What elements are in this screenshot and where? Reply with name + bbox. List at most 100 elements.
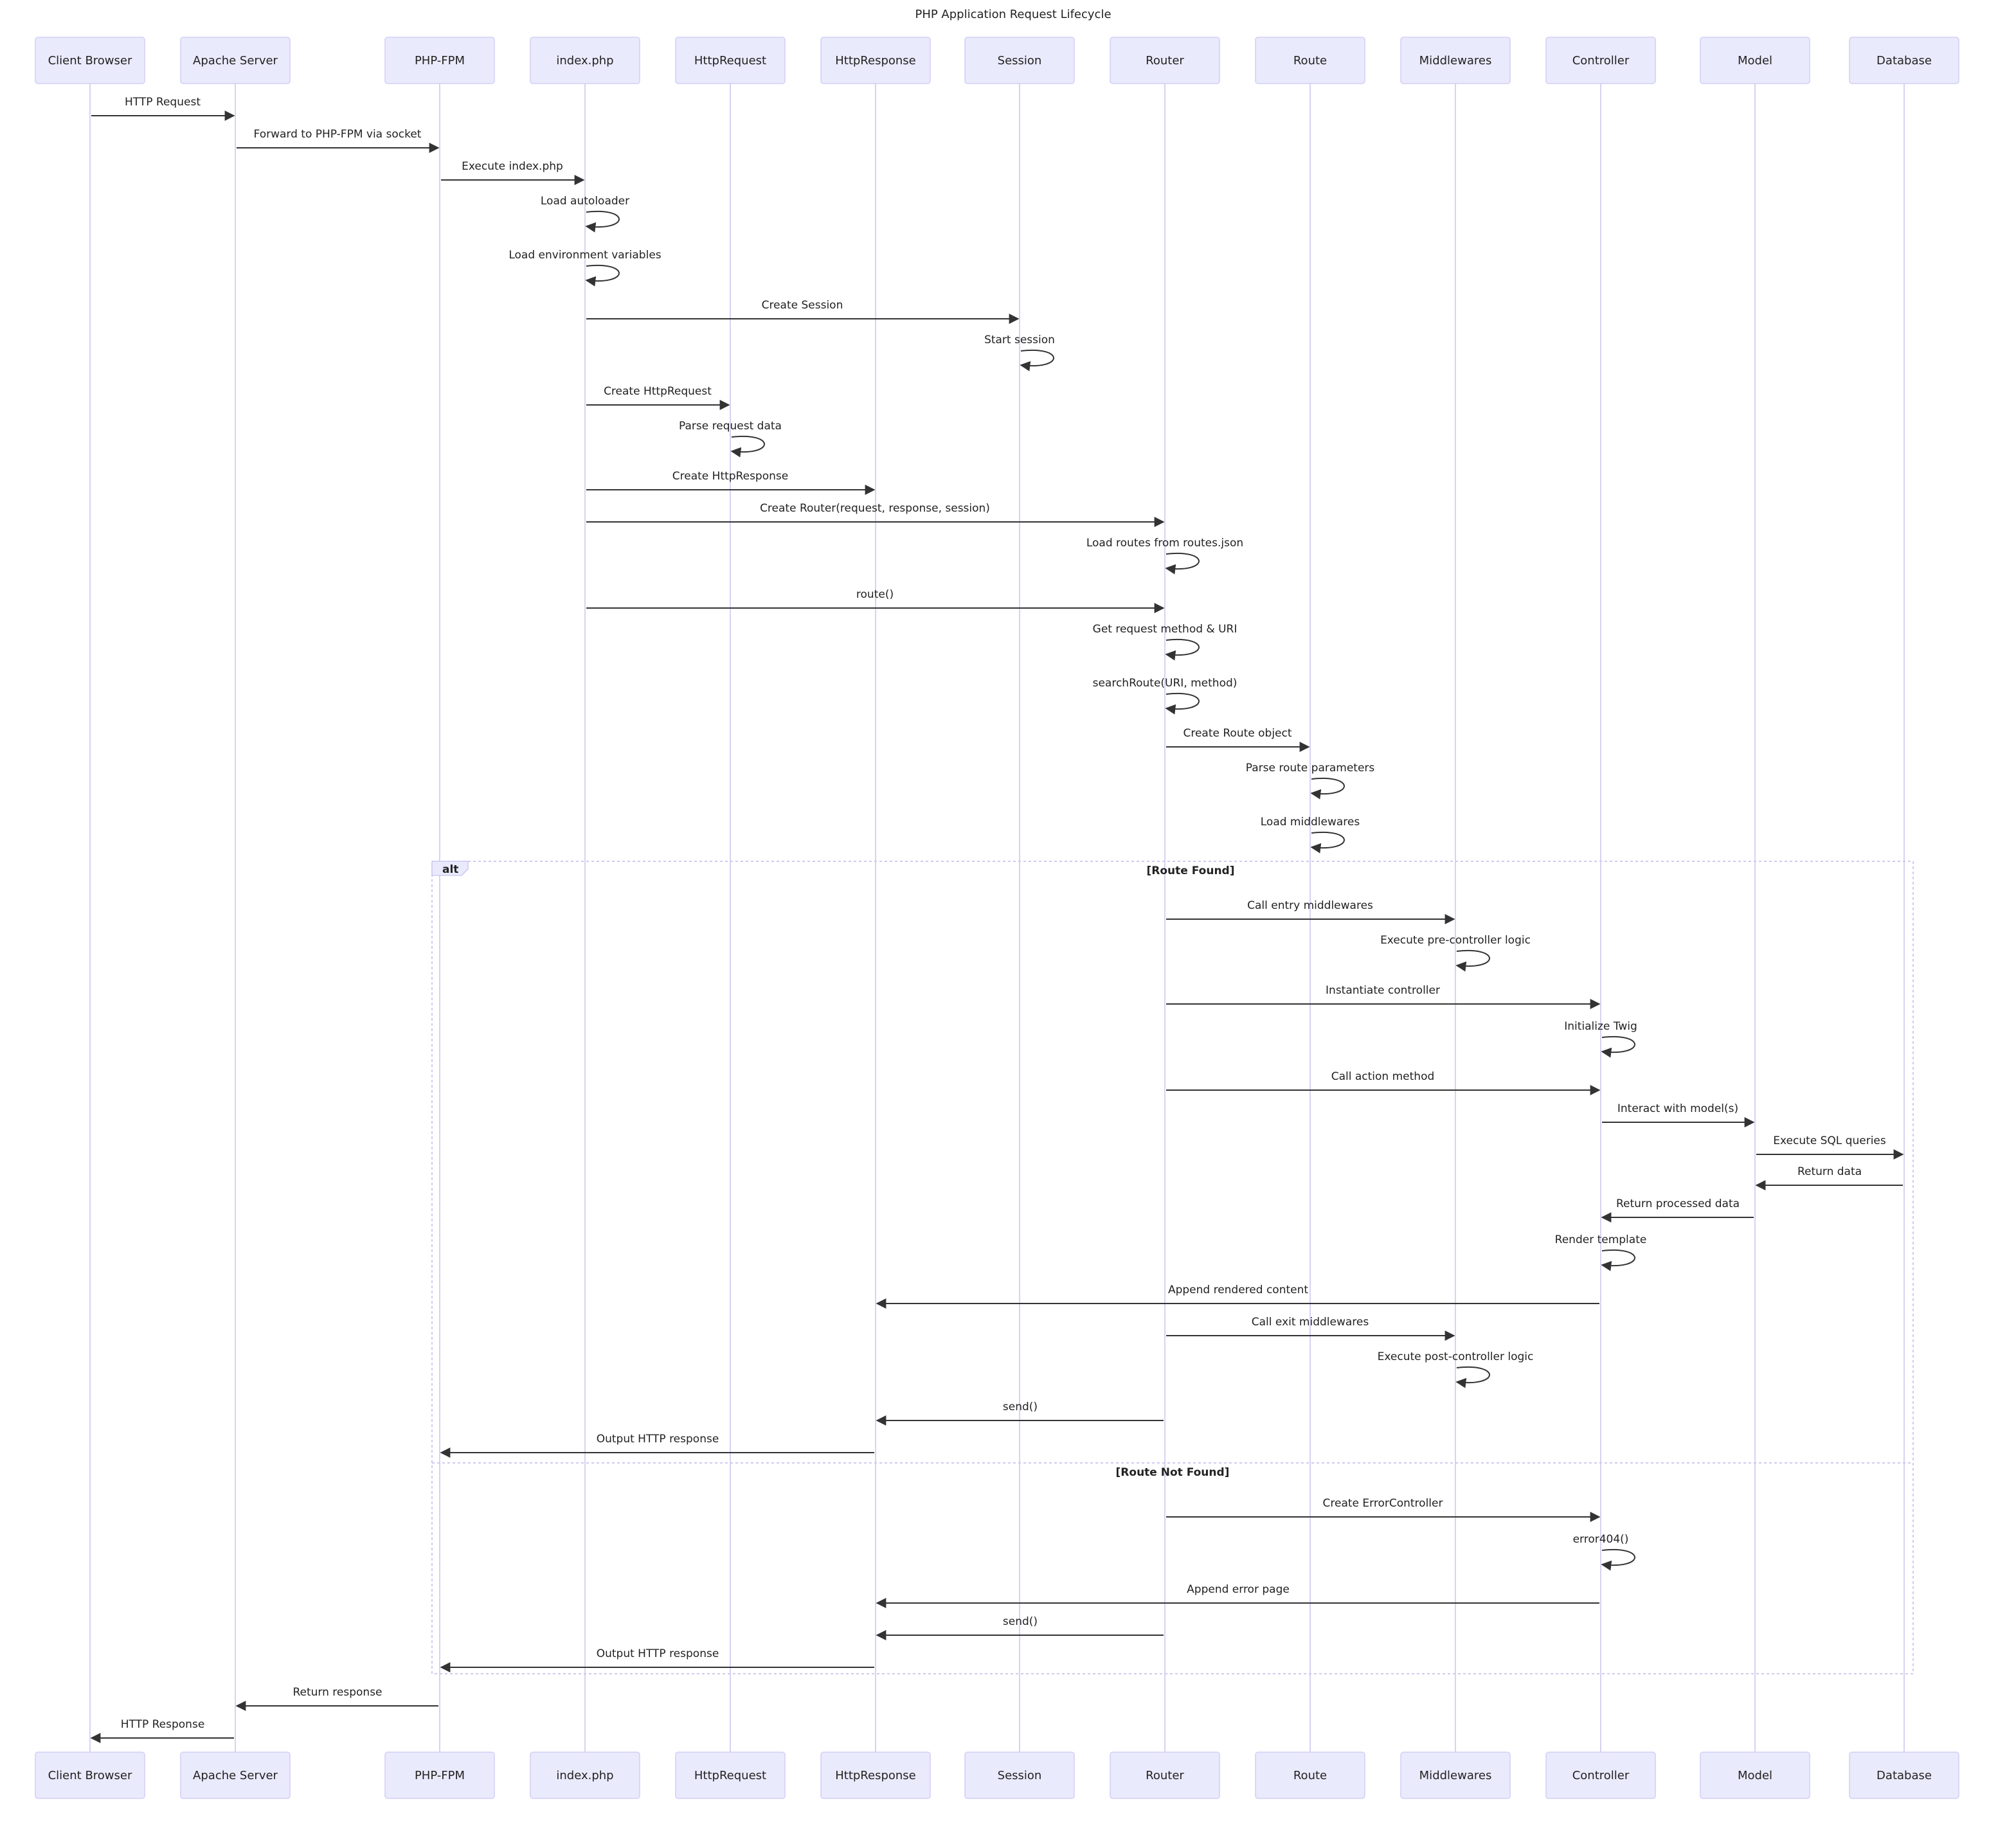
message-label: Append error page bbox=[1187, 1583, 1290, 1596]
self-message-arrow bbox=[1455, 949, 1490, 972]
message-get-request-method-uri: Get request method & URI bbox=[1093, 623, 1237, 661]
message-http-response: HTTP Response bbox=[90, 1718, 234, 1743]
message-call-exit-middlewares: Call exit middlewares bbox=[1166, 1316, 1455, 1341]
participant-box bbox=[1849, 37, 1959, 84]
message-execute-pre-controller-logic: Execute pre-controller logic bbox=[1380, 934, 1531, 972]
participant-session-top[interactable]: Session bbox=[964, 37, 1075, 84]
message-label: Create ErrorController bbox=[1323, 1497, 1443, 1510]
participant-box bbox=[1400, 1752, 1511, 1799]
participant-index-php-top[interactable]: index.php bbox=[530, 37, 640, 84]
participant-box bbox=[384, 37, 495, 84]
message-forward-to-php-fpm-via-socket: Forward to PHP-FPM via socket bbox=[237, 128, 440, 153]
participant-controller-bottom[interactable]: Controller bbox=[1545, 1752, 1656, 1799]
participant-httprequest-top[interactable]: HttpRequest bbox=[675, 37, 786, 84]
participant-box bbox=[820, 37, 931, 84]
alt-frame-border bbox=[431, 861, 1914, 1674]
message-route: route() bbox=[586, 588, 1165, 613]
message-send: send() bbox=[876, 1615, 1164, 1640]
message-label: Call action method bbox=[1331, 1070, 1435, 1083]
self-message-arrow bbox=[1601, 1249, 1635, 1271]
participant-label: Client Browser bbox=[48, 54, 132, 67]
participant-box bbox=[964, 1752, 1075, 1799]
participant-box bbox=[1545, 1752, 1656, 1799]
message-load-routes-from-routes-json: Load routes from routes.json bbox=[1086, 537, 1243, 575]
participant-httpresponse-bottom[interactable]: HttpResponse bbox=[820, 1752, 931, 1799]
message-label: Execute post-controller logic bbox=[1378, 1350, 1534, 1363]
message-label: Forward to PHP-FPM via socket bbox=[254, 128, 422, 141]
participant-middlewares-bottom[interactable]: Middlewares bbox=[1400, 1752, 1511, 1799]
participant-box bbox=[384, 1752, 495, 1799]
participant-controller-top[interactable]: Controller bbox=[1545, 37, 1656, 84]
message-start-session: Start session bbox=[984, 334, 1055, 372]
participant-index-php-bottom[interactable]: index.php bbox=[530, 1752, 640, 1799]
participant-apache-server-bottom[interactable]: Apache Server bbox=[180, 1752, 291, 1799]
message-label: searchRoute(URI, method) bbox=[1093, 677, 1238, 690]
participant-box bbox=[35, 1752, 145, 1799]
message-label: route() bbox=[856, 588, 894, 601]
message-label: Create Router(request, response, session… bbox=[760, 502, 990, 515]
message-label: Call exit middlewares bbox=[1252, 1316, 1369, 1329]
participant-php-fpm-bottom[interactable]: PHP-FPM bbox=[384, 1752, 495, 1799]
participant-database-bottom[interactable]: Database bbox=[1849, 1752, 1959, 1799]
message-call-entry-middlewares: Call entry middlewares bbox=[1166, 899, 1455, 924]
message-label: Return data bbox=[1797, 1165, 1862, 1178]
message-initialize-twig: Initialize Twig bbox=[1564, 1020, 1637, 1058]
message-create-session: Create Session bbox=[586, 299, 1020, 324]
message-execute-post-controller-logic: Execute post-controller logic bbox=[1378, 1350, 1534, 1388]
message-label: Parse route parameters bbox=[1246, 762, 1375, 775]
participant-router-bottom[interactable]: Router bbox=[1110, 1752, 1220, 1799]
participant-route-top[interactable]: Route bbox=[1255, 37, 1365, 84]
participant-label: Apache Server bbox=[193, 54, 278, 67]
message-create-httprequest: Create HttpRequest bbox=[586, 385, 730, 410]
participant-label: HttpResponse bbox=[835, 1769, 916, 1782]
message-label: Execute SQL queries bbox=[1773, 1134, 1886, 1147]
participant-model-top[interactable]: Model bbox=[1700, 37, 1810, 84]
message-label: Initialize Twig bbox=[1564, 1020, 1637, 1033]
message-execute-sql-queries: Execute SQL queries bbox=[1756, 1134, 1904, 1160]
participant-httprequest-bottom[interactable]: HttpRequest bbox=[675, 1752, 786, 1799]
message-call-action-method: Call action method bbox=[1166, 1070, 1601, 1095]
self-message-arrow bbox=[1165, 552, 1200, 575]
participant-label: Route bbox=[1293, 54, 1327, 67]
message-append-error-page: Append error page bbox=[876, 1583, 1599, 1608]
participant-route-bottom[interactable]: Route bbox=[1255, 1752, 1365, 1799]
participant-database-top[interactable]: Database bbox=[1849, 37, 1959, 84]
message-label: Output HTTP response bbox=[597, 1433, 719, 1446]
participant-box bbox=[180, 37, 291, 84]
message-label: HTTP Response bbox=[121, 1718, 205, 1731]
participant-apache-server-top[interactable]: Apache Server bbox=[180, 37, 291, 84]
participant-router-top[interactable]: Router bbox=[1110, 37, 1220, 84]
participant-label: HttpRequest bbox=[694, 54, 766, 67]
participant-client-browser-top[interactable]: Client Browser bbox=[35, 37, 145, 84]
message-label: Create Session bbox=[762, 299, 843, 312]
participant-php-fpm-top[interactable]: PHP-FPM bbox=[384, 37, 495, 84]
message-label: Interact with model(s) bbox=[1617, 1102, 1738, 1115]
participant-label: index.php bbox=[556, 1769, 613, 1782]
message-execute-index-php: Execute index.php bbox=[441, 160, 585, 185]
participant-label: HttpResponse bbox=[835, 54, 916, 67]
participant-box bbox=[675, 37, 786, 84]
participant-client-browser-bottom[interactable]: Client Browser bbox=[35, 1752, 145, 1799]
participant-label: PHP-FPM bbox=[415, 54, 465, 67]
message-output-http-response: Output HTTP response bbox=[440, 1433, 874, 1458]
participant-box bbox=[1110, 1752, 1220, 1799]
participant-label: Middlewares bbox=[1419, 54, 1492, 67]
participant-session-bottom[interactable]: Session bbox=[964, 1752, 1075, 1799]
participant-box bbox=[1545, 37, 1656, 84]
message-label: send() bbox=[1003, 1615, 1038, 1628]
participant-middlewares-top[interactable]: Middlewares bbox=[1400, 37, 1511, 84]
participant-label: PHP-FPM bbox=[415, 1769, 465, 1782]
participant-model-bottom[interactable]: Model bbox=[1700, 1752, 1810, 1799]
message-create-errorcontroller: Create ErrorController bbox=[1166, 1497, 1601, 1522]
alt-section-label: [Route Not Found] bbox=[1116, 1466, 1230, 1479]
message-label: Render template bbox=[1555, 1233, 1647, 1246]
self-message-arrow bbox=[1310, 831, 1345, 854]
message-create-route-object: Create Route object bbox=[1166, 727, 1310, 752]
diagram-title: PHP Application Request Lifecycle bbox=[915, 8, 1111, 21]
message-label: Call entry middlewares bbox=[1247, 899, 1373, 912]
participant-httpresponse-top[interactable]: HttpResponse bbox=[820, 37, 931, 84]
message-send: send() bbox=[876, 1401, 1164, 1426]
message-label: Execute index.php bbox=[462, 160, 563, 173]
message-create-router-request-response-session: Create Router(request, response, session… bbox=[586, 502, 1165, 527]
participant-box bbox=[1700, 37, 1810, 84]
